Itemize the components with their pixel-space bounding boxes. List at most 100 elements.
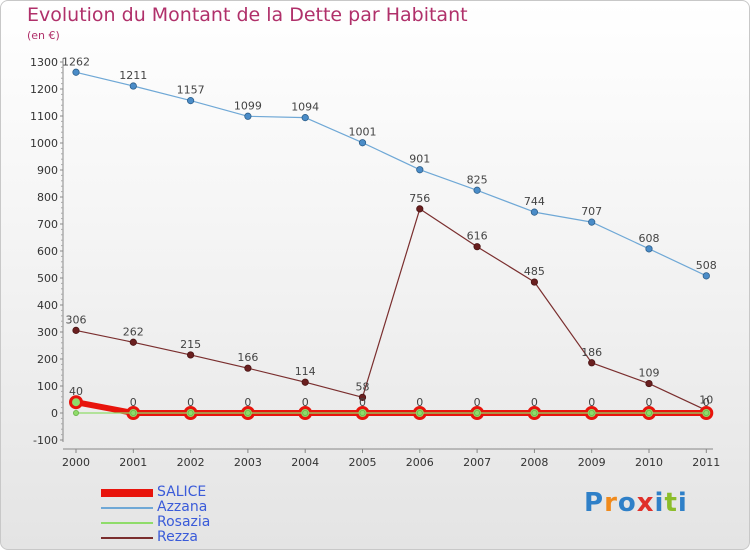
data-label-rezza: 262 — [123, 325, 144, 338]
data-label-rezza: 10 — [699, 393, 713, 406]
legend-item-azzana: Azzana — [101, 500, 210, 515]
data-point-azzana — [473, 186, 481, 194]
data-point-azzana — [530, 208, 539, 216]
logo-letter: P — [584, 488, 605, 518]
data-point-azzana — [358, 139, 367, 147]
logo-letter: t — [664, 488, 678, 518]
x-tick-label: 2001 — [119, 456, 147, 469]
data-label-salice: 0 — [130, 396, 137, 409]
y-tick-label: 900 — [37, 164, 58, 177]
data-point-rezza — [588, 359, 596, 367]
data-label-azzana: 1262 — [62, 55, 90, 68]
data-label-rezza: 756 — [409, 192, 430, 205]
data-point-salice — [69, 395, 83, 410]
x-tick-label: 2010 — [635, 456, 663, 469]
data-label-salice: 0 — [588, 396, 595, 409]
data-label-salice: 0 — [359, 396, 366, 409]
data-point-rezza — [473, 243, 481, 251]
y-tick-label: 700 — [37, 218, 58, 231]
data-point-rosazia — [359, 409, 366, 416]
data-point-azzana — [416, 166, 424, 174]
x-tick-label: 2000 — [62, 456, 90, 469]
data-label-salice: 0 — [646, 396, 653, 409]
data-label-azzana: 608 — [639, 232, 660, 245]
data-point-rezza — [72, 326, 80, 334]
y-tick-label: 200 — [37, 353, 58, 366]
x-tick-label: 2003 — [234, 456, 262, 469]
data-point-rosazia — [474, 409, 481, 416]
data-point-rosazia — [130, 409, 137, 416]
logo-letter: r — [604, 488, 618, 518]
series-line-azzana — [75, 71, 707, 277]
data-point-rosazia — [588, 409, 595, 416]
data-point-rosazia — [531, 409, 538, 416]
legend-item-salice: SALICE — [101, 485, 210, 500]
data-label-rezza: 109 — [639, 367, 660, 380]
data-point-rezza — [129, 338, 137, 346]
data-point-rezza — [416, 205, 424, 213]
data-point-azzana — [129, 82, 137, 90]
y-tick-label: -100 — [33, 434, 58, 447]
data-label-azzana: 1157 — [177, 84, 205, 97]
data-point-rosazia — [416, 409, 423, 416]
data-point-rosazia — [703, 409, 710, 416]
chart-title: Evolution du Montant de la Dette par Hab… — [27, 4, 468, 26]
legend-label-azzana: Azzana — [157, 499, 208, 515]
legend-label-salice: SALICE — [157, 484, 207, 500]
y-tick-label: 1200 — [30, 83, 58, 96]
y-tick-label: 0 — [51, 407, 58, 420]
logo-letter: i — [654, 488, 665, 518]
data-label-azzana: 825 — [467, 173, 488, 186]
legend-swatch-azzana — [101, 506, 153, 509]
y-tick-label: 500 — [37, 272, 58, 285]
logo-letter: x — [636, 488, 655, 518]
legend-swatch-rezza — [101, 536, 153, 539]
y-tick-label: 300 — [37, 326, 58, 339]
y-tick-label: 100 — [37, 380, 58, 393]
data-point-rezza — [244, 364, 252, 372]
x-tick-label: 2007 — [463, 456, 491, 469]
data-point-azzana — [301, 114, 309, 122]
data-point-azzana — [244, 112, 252, 120]
data-label-salice: 0 — [187, 396, 194, 409]
y-tick-label: 1100 — [30, 110, 58, 123]
legend-swatch-salice — [101, 488, 153, 497]
data-label-azzana: 1094 — [291, 101, 319, 114]
logo-letter: i — [677, 488, 688, 518]
legend: SALICE Azzana Rosazia Rezza — [101, 485, 210, 545]
legend-swatch-rosazia — [101, 521, 153, 524]
y-tick-label: 1300 — [30, 56, 58, 69]
data-point-rezza — [645, 379, 653, 388]
legend-label-rosazia: Rosazia — [157, 514, 211, 530]
data-label-azzana: 1099 — [234, 99, 262, 112]
x-tick-label: 2011 — [692, 456, 720, 469]
legend-label-rezza: Rezza — [157, 529, 198, 545]
chart-subtitle: (en €) — [27, 29, 60, 42]
series-line-rezza — [75, 208, 707, 411]
data-point-azzana — [645, 245, 653, 253]
data-label-rezza: 114 — [295, 365, 316, 378]
data-label-rezza: 485 — [524, 265, 545, 278]
x-tick-label: 2004 — [291, 456, 319, 469]
data-label-rezza: 616 — [467, 230, 488, 243]
data-label-salice: 40 — [69, 385, 83, 398]
data-point-rosazia — [73, 409, 80, 416]
data-label-azzana: 1001 — [349, 126, 377, 139]
data-label-azzana: 707 — [581, 205, 602, 218]
data-point-rezza — [358, 393, 367, 401]
data-point-rosazia — [244, 409, 251, 416]
data-point-azzana — [187, 97, 195, 105]
data-label-azzana: 901 — [409, 153, 430, 166]
logo-letter: o — [617, 488, 637, 518]
y-tick-label: 600 — [37, 245, 58, 258]
data-label-salice: 0 — [302, 396, 309, 409]
data-point-rezza — [301, 378, 309, 386]
data-label-salice: 0 — [531, 396, 538, 409]
x-tick-label: 2008 — [520, 456, 548, 469]
data-point-rezza — [530, 278, 539, 286]
data-point-azzana — [72, 68, 80, 76]
x-tick-label: 2005 — [349, 456, 377, 469]
legend-item-rezza: Rezza — [101, 530, 210, 545]
